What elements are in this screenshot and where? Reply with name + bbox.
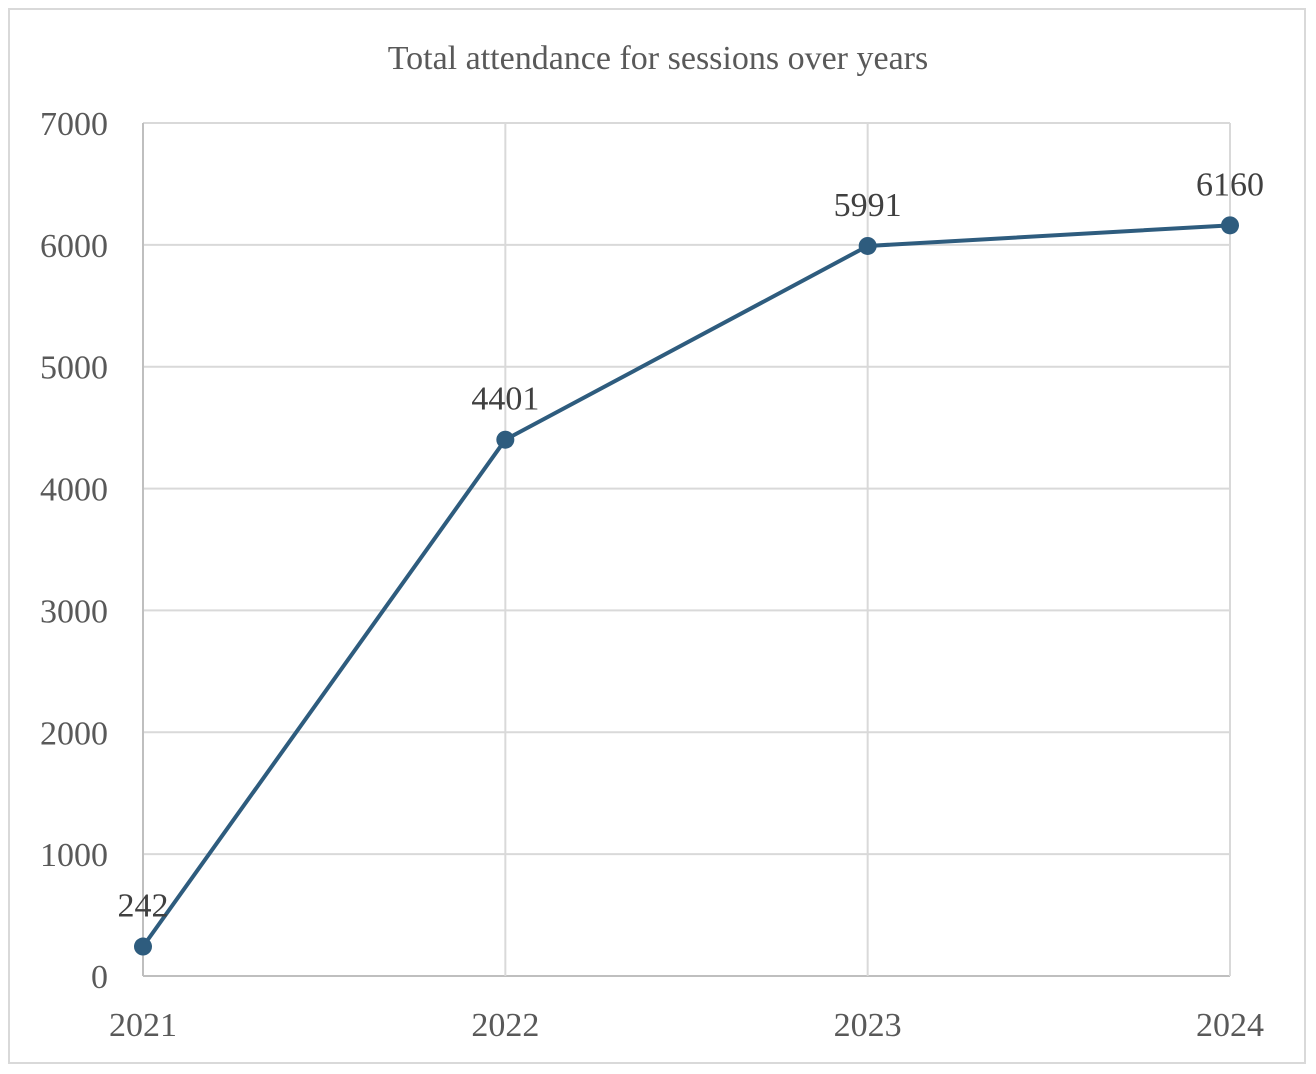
- x-tick-label: 2022: [471, 1007, 539, 1044]
- data-label: 4401: [471, 381, 539, 418]
- y-tick-label: 6000: [40, 228, 108, 265]
- x-tick-label: 2021: [109, 1007, 177, 1044]
- y-tick-label: 4000: [40, 472, 108, 509]
- data-label: 5991: [834, 187, 902, 224]
- y-tick-label: 1000: [40, 837, 108, 874]
- x-tick-label: 2024: [1196, 1007, 1264, 1044]
- data-point: [858, 236, 877, 255]
- chart-title: Total attendance for sessions over years: [388, 40, 928, 77]
- y-tick-label: 0: [91, 959, 108, 996]
- chart-frame: [8, 8, 1306, 1064]
- data-label: 242: [118, 888, 169, 925]
- data-point: [496, 430, 515, 449]
- x-tick-label: 2023: [834, 1007, 902, 1044]
- y-tick-label: 2000: [40, 715, 108, 752]
- data-point: [134, 937, 152, 956]
- y-tick-label: 5000: [40, 350, 108, 387]
- data-point: [1221, 216, 1239, 235]
- data-label: 6160: [1196, 166, 1264, 203]
- series-line: [141, 223, 1231, 948]
- y-tick-label: 3000: [40, 593, 108, 630]
- y-tick-label: 7000: [40, 106, 108, 143]
